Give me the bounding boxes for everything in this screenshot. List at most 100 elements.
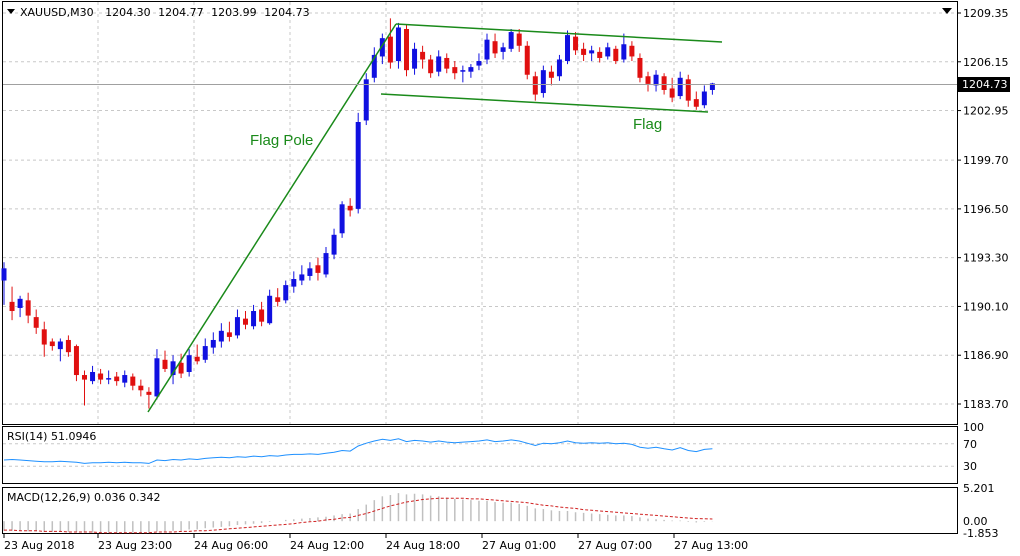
candle-body — [581, 48, 587, 55]
macd-pane[interactable] — [2, 487, 958, 534]
candle — [194, 344, 200, 365]
candle — [122, 370, 128, 388]
price-tick-label: 1209.35 — [963, 7, 1009, 20]
candle-body — [218, 330, 224, 342]
candle-body — [154, 358, 160, 397]
candle-body — [476, 61, 482, 66]
candle-body — [339, 204, 345, 234]
candle — [645, 71, 651, 92]
candle — [500, 42, 506, 60]
candle-body — [540, 70, 546, 94]
candle — [138, 379, 144, 397]
candle — [629, 41, 635, 62]
candle-body — [492, 41, 498, 54]
candle-body — [685, 79, 691, 101]
candle-body — [315, 265, 321, 273]
rsi-line — [3, 438, 713, 464]
candle — [452, 61, 458, 80]
rsi-level-label: 30 — [963, 460, 977, 473]
price-tick-label: 1190.10 — [963, 300, 1009, 313]
low-value: 1203.99 — [211, 6, 257, 19]
candle — [589, 45, 595, 62]
candle — [331, 228, 337, 260]
candle-body — [395, 27, 401, 62]
candle-body — [307, 268, 313, 276]
candle — [347, 198, 353, 217]
open-value: 1204.30 — [105, 6, 151, 19]
candle-body — [82, 375, 87, 380]
main-pane[interactable] — [2, 1, 958, 425]
candle-body — [331, 234, 337, 255]
candle — [178, 353, 184, 379]
candle-body — [234, 317, 240, 336]
candle-body — [387, 36, 393, 63]
candle-body — [412, 48, 418, 69]
rsi-pane[interactable] — [2, 426, 958, 484]
candle — [540, 65, 546, 98]
candle-body — [194, 356, 200, 362]
candle-body — [444, 57, 450, 69]
time-tick-label: 27 Aug 01:00 — [482, 539, 556, 552]
time-tick-label: 23 Aug 23:00 — [98, 539, 172, 552]
candle-body — [436, 56, 442, 72]
candle — [25, 292, 31, 324]
candle — [114, 371, 120, 386]
candle-body — [637, 57, 643, 78]
candle-body — [484, 39, 490, 60]
candle — [210, 332, 216, 354]
candle — [33, 309, 39, 334]
symbol-dropdown-icon[interactable] — [7, 9, 15, 14]
price-tick-label: 1196.50 — [963, 203, 1009, 216]
candle — [379, 33, 385, 65]
candle-body — [251, 311, 257, 327]
candle — [283, 280, 289, 304]
rsi-level-label: 100 — [963, 421, 984, 434]
candle — [307, 262, 313, 281]
candle — [154, 349, 160, 400]
candle-body — [130, 376, 136, 386]
scroll-end-icon[interactable] — [942, 8, 952, 14]
candle-body — [613, 48, 619, 62]
chart-header: XAUUSD,M30 1204.30 1204.77 1203.99 1204.… — [20, 6, 310, 19]
candle — [371, 47, 377, 83]
candle — [613, 45, 619, 65]
candle — [492, 33, 498, 58]
flag-lower-line[interactable] — [380, 93, 709, 113]
candle-body — [621, 44, 627, 60]
candle — [251, 304, 257, 330]
candle — [17, 295, 23, 318]
rsi-axis: 100 70 30 — [963, 421, 984, 473]
candle-body — [597, 51, 603, 58]
candle — [476, 53, 482, 71]
flag-pole-line[interactable] — [147, 23, 397, 413]
candle-body — [701, 91, 707, 106]
macd-axis: 5.201 0.00-1.853 — [963, 482, 998, 540]
candle-body — [41, 329, 47, 345]
candle — [436, 50, 442, 77]
macd-level-label: -1.853 — [963, 527, 998, 540]
candle — [9, 286, 15, 321]
candle-body — [243, 318, 248, 325]
candle — [444, 53, 450, 74]
symbol-label: XAUUSD,M30 — [20, 6, 94, 19]
candle — [468, 64, 474, 78]
candle-body — [508, 32, 514, 49]
flag-upper-line[interactable] — [395, 23, 723, 43]
time-tick-label: 27 Aug 07:00 — [578, 539, 652, 552]
candle-body — [33, 317, 39, 328]
candle — [548, 65, 554, 86]
candle-body — [428, 59, 434, 74]
candle-body — [556, 59, 562, 77]
candle — [106, 370, 112, 385]
candle-body — [73, 346, 79, 376]
candle-body — [283, 285, 289, 301]
macd-label: MACD(12,26,9) 0.036 0.342 — [7, 491, 161, 504]
candle — [669, 77, 675, 103]
candle — [339, 201, 345, 238]
candle-body — [57, 341, 63, 350]
candle-body — [363, 79, 369, 121]
candle — [661, 73, 667, 95]
candle — [597, 47, 603, 63]
candle-body — [532, 76, 538, 95]
